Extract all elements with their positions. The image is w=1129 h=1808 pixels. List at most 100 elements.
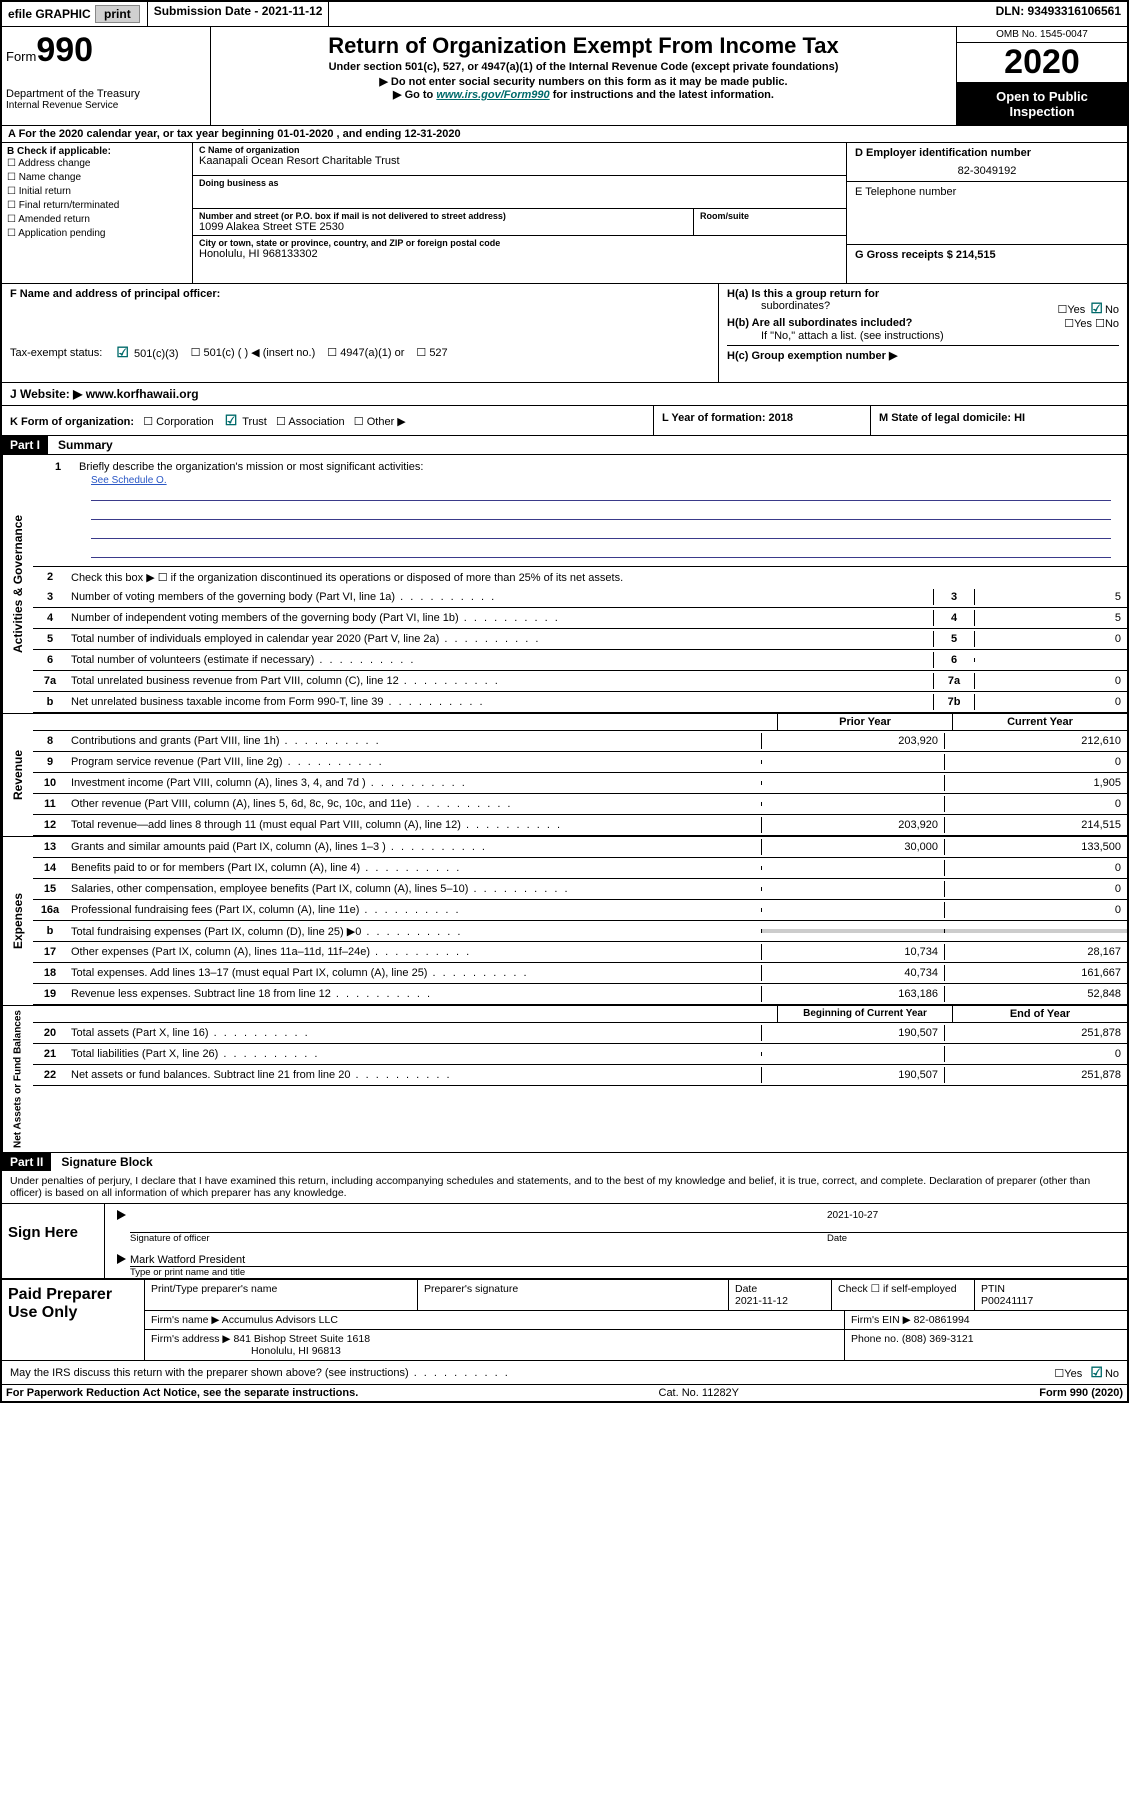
summary-line: 13Grants and similar amounts paid (Part … xyxy=(33,837,1127,858)
perjury-text: Under penalties of perjury, I declare th… xyxy=(2,1171,1127,1204)
pp-self-employed[interactable]: Check ☐ if self-employed xyxy=(832,1280,975,1310)
street-val: 1099 Alakea Street STE 2530 xyxy=(199,221,687,233)
col-end-year: End of Year xyxy=(952,1006,1127,1022)
return-title: Return of Organization Exempt From Incom… xyxy=(215,33,952,59)
summary-line: 4Number of independent voting members of… xyxy=(33,608,1127,629)
col-prior-year: Prior Year xyxy=(777,714,952,730)
cb-initial-return[interactable]: ☐ Initial return xyxy=(7,185,187,199)
summary-line: 16aProfessional fundraising fees (Part I… xyxy=(33,900,1127,921)
omb-no: OMB No. 1545-0047 xyxy=(957,27,1127,43)
summary-line: 12Total revenue—add lines 8 through 11 (… xyxy=(33,815,1127,836)
cb-501c[interactable]: ☐ 501(c) ( ) ◀ (insert no.) xyxy=(191,346,316,359)
cb-527[interactable]: ☐ 527 xyxy=(416,346,447,359)
side-expenses: Expenses xyxy=(2,837,33,1005)
sig-date-val: 2021-10-27 xyxy=(819,1210,1127,1232)
cb-final-return[interactable]: ☐ Final return/terminated xyxy=(7,199,187,213)
irs-link[interactable]: www.irs.gov/Form990 xyxy=(436,89,549,101)
dept-treasury: Department of the Treasury xyxy=(6,88,206,100)
submission-date: Submission Date - 2021-11-12 xyxy=(148,2,330,26)
summary-line: 11Other revenue (Part VIII, column (A), … xyxy=(33,794,1127,815)
type-print-label: Type or print name and title xyxy=(130,1267,1127,1278)
dba-label: Doing business as xyxy=(199,178,840,188)
summary-line: bTotal fundraising expenses (Part IX, co… xyxy=(33,921,1127,942)
cb-amended-return[interactable]: ☐ Amended return xyxy=(7,213,187,227)
summary-line: 22Net assets or fund balances. Subtract … xyxy=(33,1065,1127,1086)
header-left: Form990 Department of the Treasury Inter… xyxy=(2,27,211,125)
q1-mission: Briefly describe the organization's miss… xyxy=(75,459,1119,475)
pp-name-label: Print/Type preparer's name xyxy=(145,1280,418,1310)
side-activities-governance: Activities & Governance xyxy=(2,455,33,713)
footer-paperwork: For Paperwork Reduction Act Notice, see … xyxy=(6,1387,358,1399)
print-button[interactable]: print xyxy=(95,5,140,23)
sign-here-label: Sign Here xyxy=(2,1204,105,1278)
date-label: Date xyxy=(819,1233,1127,1244)
summary-line: 8Contributions and grants (Part VIII, li… xyxy=(33,731,1127,752)
may-irs-discuss: May the IRS discuss this return with the… xyxy=(10,1367,1054,1379)
room-label: Room/suite xyxy=(694,209,846,235)
summary-line: 6Total number of volunteers (estimate if… xyxy=(33,650,1127,671)
open-public: Open to PublicInspection xyxy=(957,83,1127,125)
part1-title: Summary xyxy=(48,436,123,454)
cb-application-pending[interactable]: ☐ Application pending xyxy=(7,227,187,241)
officer-name: Mark Watford President xyxy=(130,1254,1127,1267)
arrow-icon xyxy=(117,1210,126,1220)
block-f: F Name and address of principal officer:… xyxy=(2,284,718,382)
org-name-label: C Name of organization xyxy=(199,145,840,155)
summary-line: 15Salaries, other compensation, employee… xyxy=(33,879,1127,900)
tax-exempt-label: Tax-exempt status: xyxy=(10,347,102,359)
efile-label: efile GRAPHIC print xyxy=(2,2,148,26)
summary-line: 20Total assets (Part X, line 16)190,5072… xyxy=(33,1023,1127,1044)
cb-address-change[interactable]: ☐ Address change xyxy=(7,157,187,171)
cb-4947[interactable]: ☐ 4947(a)(1) or xyxy=(327,346,404,359)
footer-catno: Cat. No. 11282Y xyxy=(358,1387,1039,1399)
schedule-o-link[interactable]: See Schedule O. xyxy=(91,475,167,486)
header-right: OMB No. 1545-0047 2020 Open to PublicIns… xyxy=(956,27,1127,125)
ein-label: D Employer identification number xyxy=(855,147,1119,159)
row-j-website: J Website: ▶ www.korfhawaii.org xyxy=(2,382,1127,405)
summary-line: bNet unrelated business taxable income f… xyxy=(33,692,1127,713)
summary-line: 14Benefits paid to or for members (Part … xyxy=(33,858,1127,879)
summary-line: 21Total liabilities (Part X, line 26)0 xyxy=(33,1044,1127,1065)
footer-form990: Form 990 (2020) xyxy=(1039,1387,1123,1399)
arrow-icon xyxy=(117,1254,126,1264)
q2-discontinued: Check this box ▶ ☐ if the organization d… xyxy=(67,569,1127,586)
firm-phone: (808) 369-3121 xyxy=(902,1333,974,1345)
summary-line: 17Other expenses (Part IX, column (A), l… xyxy=(33,942,1127,963)
dept-irs: Internal Revenue Service xyxy=(6,100,206,111)
block-c: C Name of organization Kaanapali Ocean R… xyxy=(193,143,846,283)
firm-addr1: 841 Bishop Street Suite 1618 xyxy=(233,1333,370,1345)
pp-date: 2021-11-12 xyxy=(735,1295,788,1307)
phone-label: E Telephone number xyxy=(855,186,1119,198)
tax-year: 2020 xyxy=(957,43,1127,83)
gross-receipts: G Gross receipts $ 214,515 xyxy=(855,249,1119,261)
block-b-checkboxes: B Check if applicable: ☐ Address change … xyxy=(2,143,193,283)
summary-line: 9Program service revenue (Part VIII, lin… xyxy=(33,752,1127,773)
row-k-form-org: K Form of organization: ☐ Corporation ☑ … xyxy=(2,406,653,435)
sub-ssn: ▶ Do not enter social security numbers o… xyxy=(215,75,952,88)
col-begin-year: Beginning of Current Year xyxy=(777,1006,952,1022)
cb-501c3[interactable]: ☑ 501(c)(3) xyxy=(114,344,178,361)
sub-501c: Under section 501(c), 527, or 4947(a)(1)… xyxy=(215,61,952,73)
may-irs-yes-no[interactable]: ☐Yes ☑No xyxy=(1054,1364,1119,1381)
row-m-state: M State of legal domicile: HI xyxy=(870,406,1127,435)
part1-header: Part I xyxy=(2,436,48,454)
city-val: Honolulu, HI 968133302 xyxy=(199,248,840,260)
paid-preparer-label: Paid Preparer Use Only xyxy=(2,1280,145,1360)
row-a-tax-year: A For the 2020 calendar year, or tax yea… xyxy=(2,125,1127,143)
ein-val: 82-3049192 xyxy=(855,165,1119,177)
sub-goto: ▶ Go to www.irs.gov/Form990 for instruct… xyxy=(215,88,952,101)
summary-line: 7aTotal unrelated business revenue from … xyxy=(33,671,1127,692)
summary-line: 18Total expenses. Add lines 13–17 (must … xyxy=(33,963,1127,984)
summary-line: 5Total number of individuals employed in… xyxy=(33,629,1127,650)
firm-name: Accumulus Advisors LLC xyxy=(222,1314,338,1326)
summary-line: 10Investment income (Part VIII, column (… xyxy=(33,773,1127,794)
header-mid: Return of Organization Exempt From Incom… xyxy=(211,27,956,125)
sig-officer-label: Signature of officer xyxy=(130,1233,819,1244)
form-label: Form xyxy=(6,49,36,64)
firm-ein: 82-0861994 xyxy=(914,1314,970,1326)
cb-name-change[interactable]: ☐ Name change xyxy=(7,171,187,185)
org-name: Kaanapali Ocean Resort Charitable Trust xyxy=(199,155,840,167)
dln: DLN: 93493316106561 xyxy=(990,2,1127,26)
summary-line: 3Number of voting members of the governi… xyxy=(33,587,1127,608)
ptin-val: P00241117 xyxy=(981,1295,1033,1307)
